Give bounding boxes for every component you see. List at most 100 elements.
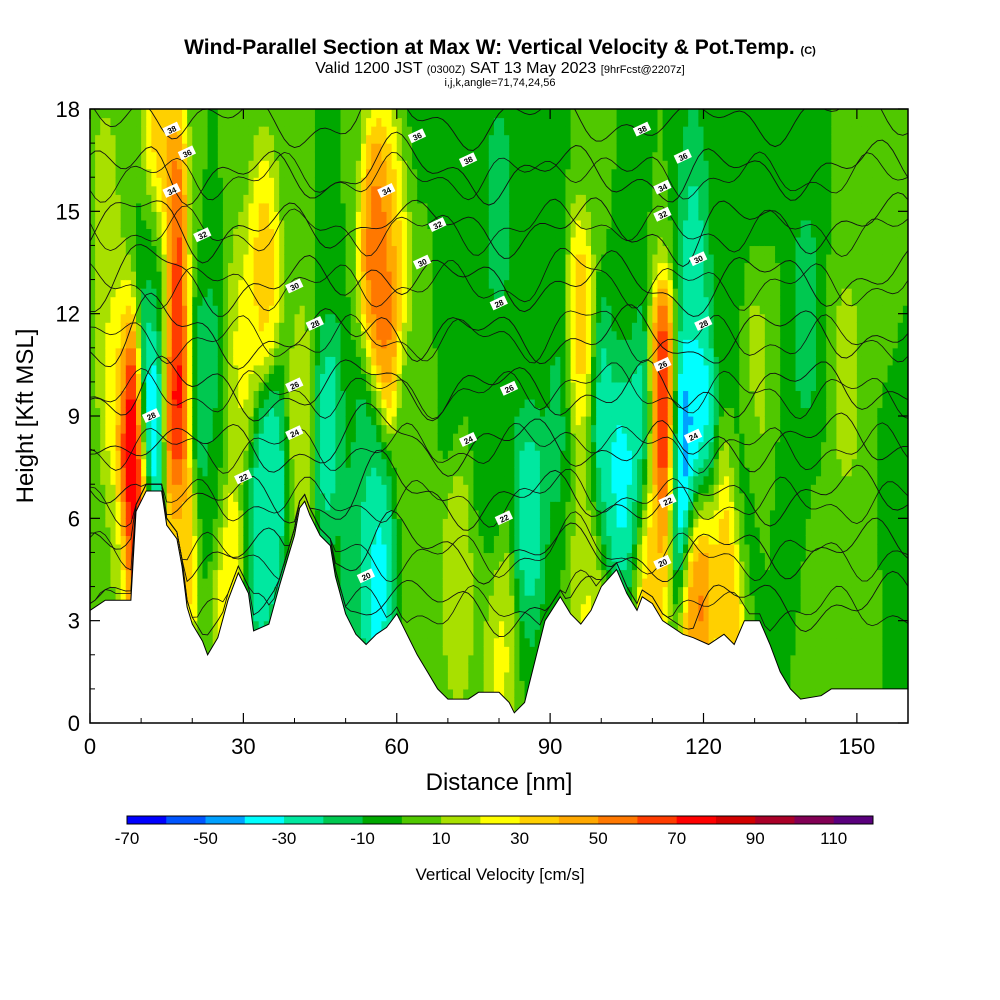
velocity-cell xyxy=(412,381,418,392)
velocity-cell xyxy=(432,271,439,281)
velocity-cell xyxy=(396,305,403,315)
velocity-cell xyxy=(207,612,214,622)
velocity-cell xyxy=(432,509,439,519)
velocity-cell xyxy=(105,398,112,409)
velocity-cell xyxy=(222,279,229,289)
velocity-cell xyxy=(146,305,152,315)
velocity-cell xyxy=(268,228,275,238)
velocity-cell xyxy=(238,518,244,528)
velocity-cell xyxy=(120,535,127,545)
velocity-cell xyxy=(268,518,275,528)
velocity-cell xyxy=(100,288,106,298)
velocity-cell xyxy=(417,339,423,349)
velocity-cell xyxy=(345,458,352,468)
velocity-cell xyxy=(268,296,275,306)
velocity-cell xyxy=(222,143,229,153)
velocity-cell xyxy=(330,484,336,494)
velocity-cell xyxy=(182,160,188,170)
velocity-cell xyxy=(340,501,347,511)
velocity-cell xyxy=(222,595,229,605)
velocity-cell xyxy=(330,339,336,349)
velocity-cell xyxy=(289,126,296,136)
velocity-cell xyxy=(222,364,229,374)
velocity-cell xyxy=(130,475,137,485)
velocity-cell xyxy=(371,151,377,161)
velocity-cell xyxy=(202,151,209,161)
velocity-cell xyxy=(422,373,429,383)
velocity-cell xyxy=(345,296,352,306)
velocity-cell xyxy=(207,518,214,528)
velocity-cell xyxy=(330,441,336,451)
velocity-cell xyxy=(309,416,316,426)
velocity-cell xyxy=(406,219,413,229)
velocity-cell xyxy=(228,381,234,392)
velocity-cell xyxy=(355,330,362,340)
velocity-cell xyxy=(120,569,127,579)
velocity-cell xyxy=(176,509,183,519)
velocity-cell xyxy=(202,637,209,647)
velocity-cell xyxy=(412,279,418,289)
velocity-cell xyxy=(412,211,418,221)
velocity-cell xyxy=(406,228,413,238)
velocity-cell xyxy=(248,236,255,247)
velocity-cell xyxy=(366,595,372,605)
velocity-cell xyxy=(146,373,152,383)
velocity-cell xyxy=(217,194,224,204)
velocity-cell xyxy=(192,433,198,443)
velocity-cell xyxy=(120,509,127,519)
velocity-cell xyxy=(202,586,209,596)
velocity-cell xyxy=(202,245,209,255)
velocity-cell xyxy=(314,245,321,255)
velocity-cell xyxy=(263,228,270,238)
velocity-cell xyxy=(146,109,152,119)
velocity-cell xyxy=(335,578,342,588)
velocity-cell xyxy=(427,433,434,443)
velocity-cell xyxy=(366,279,372,289)
velocity-cell xyxy=(202,322,209,332)
velocity-cell xyxy=(202,236,209,247)
velocity-cell xyxy=(320,441,326,451)
velocity-cell xyxy=(340,117,347,127)
velocity-cell xyxy=(115,219,122,229)
velocity-cell xyxy=(289,109,296,119)
velocity-cell xyxy=(228,117,234,127)
velocity-cell xyxy=(192,134,198,144)
velocity-cell xyxy=(274,339,280,349)
velocity-cell xyxy=(141,117,147,127)
velocity-cell xyxy=(171,322,178,332)
velocity-cell xyxy=(115,194,122,204)
velocity-cell xyxy=(233,202,239,212)
velocity-cell xyxy=(294,211,301,221)
velocity-cell xyxy=(309,134,316,144)
velocity-cell xyxy=(90,245,96,255)
velocity-cell xyxy=(406,492,413,502)
velocity-cell xyxy=(396,228,403,238)
velocity-cell xyxy=(437,313,444,323)
velocity-cell xyxy=(171,433,178,443)
velocity-cell xyxy=(263,407,270,417)
velocity-cell xyxy=(340,441,347,451)
velocity-cell xyxy=(100,424,106,434)
velocity-cell xyxy=(284,279,290,289)
velocity-cell xyxy=(325,322,331,332)
velocity-cell xyxy=(386,228,393,238)
velocity-cell xyxy=(422,330,429,340)
velocity-cell xyxy=(289,356,296,366)
velocity-cell xyxy=(105,117,112,127)
velocity-cell xyxy=(110,492,117,502)
velocity-cell xyxy=(222,441,229,451)
velocity-cell xyxy=(105,288,112,298)
velocity-cell xyxy=(136,458,142,468)
velocity-cell xyxy=(350,407,357,417)
velocity-cell xyxy=(156,236,163,247)
velocity-cell xyxy=(182,450,188,460)
velocity-cell xyxy=(330,288,336,298)
velocity-cell xyxy=(202,117,209,127)
velocity-cell xyxy=(243,245,250,255)
velocity-cell xyxy=(151,202,158,212)
velocity-cell xyxy=(360,373,367,383)
velocity-cell xyxy=(422,322,429,332)
velocity-cell xyxy=(345,305,352,315)
velocity-cell xyxy=(314,441,321,451)
velocity-cell xyxy=(146,339,152,349)
